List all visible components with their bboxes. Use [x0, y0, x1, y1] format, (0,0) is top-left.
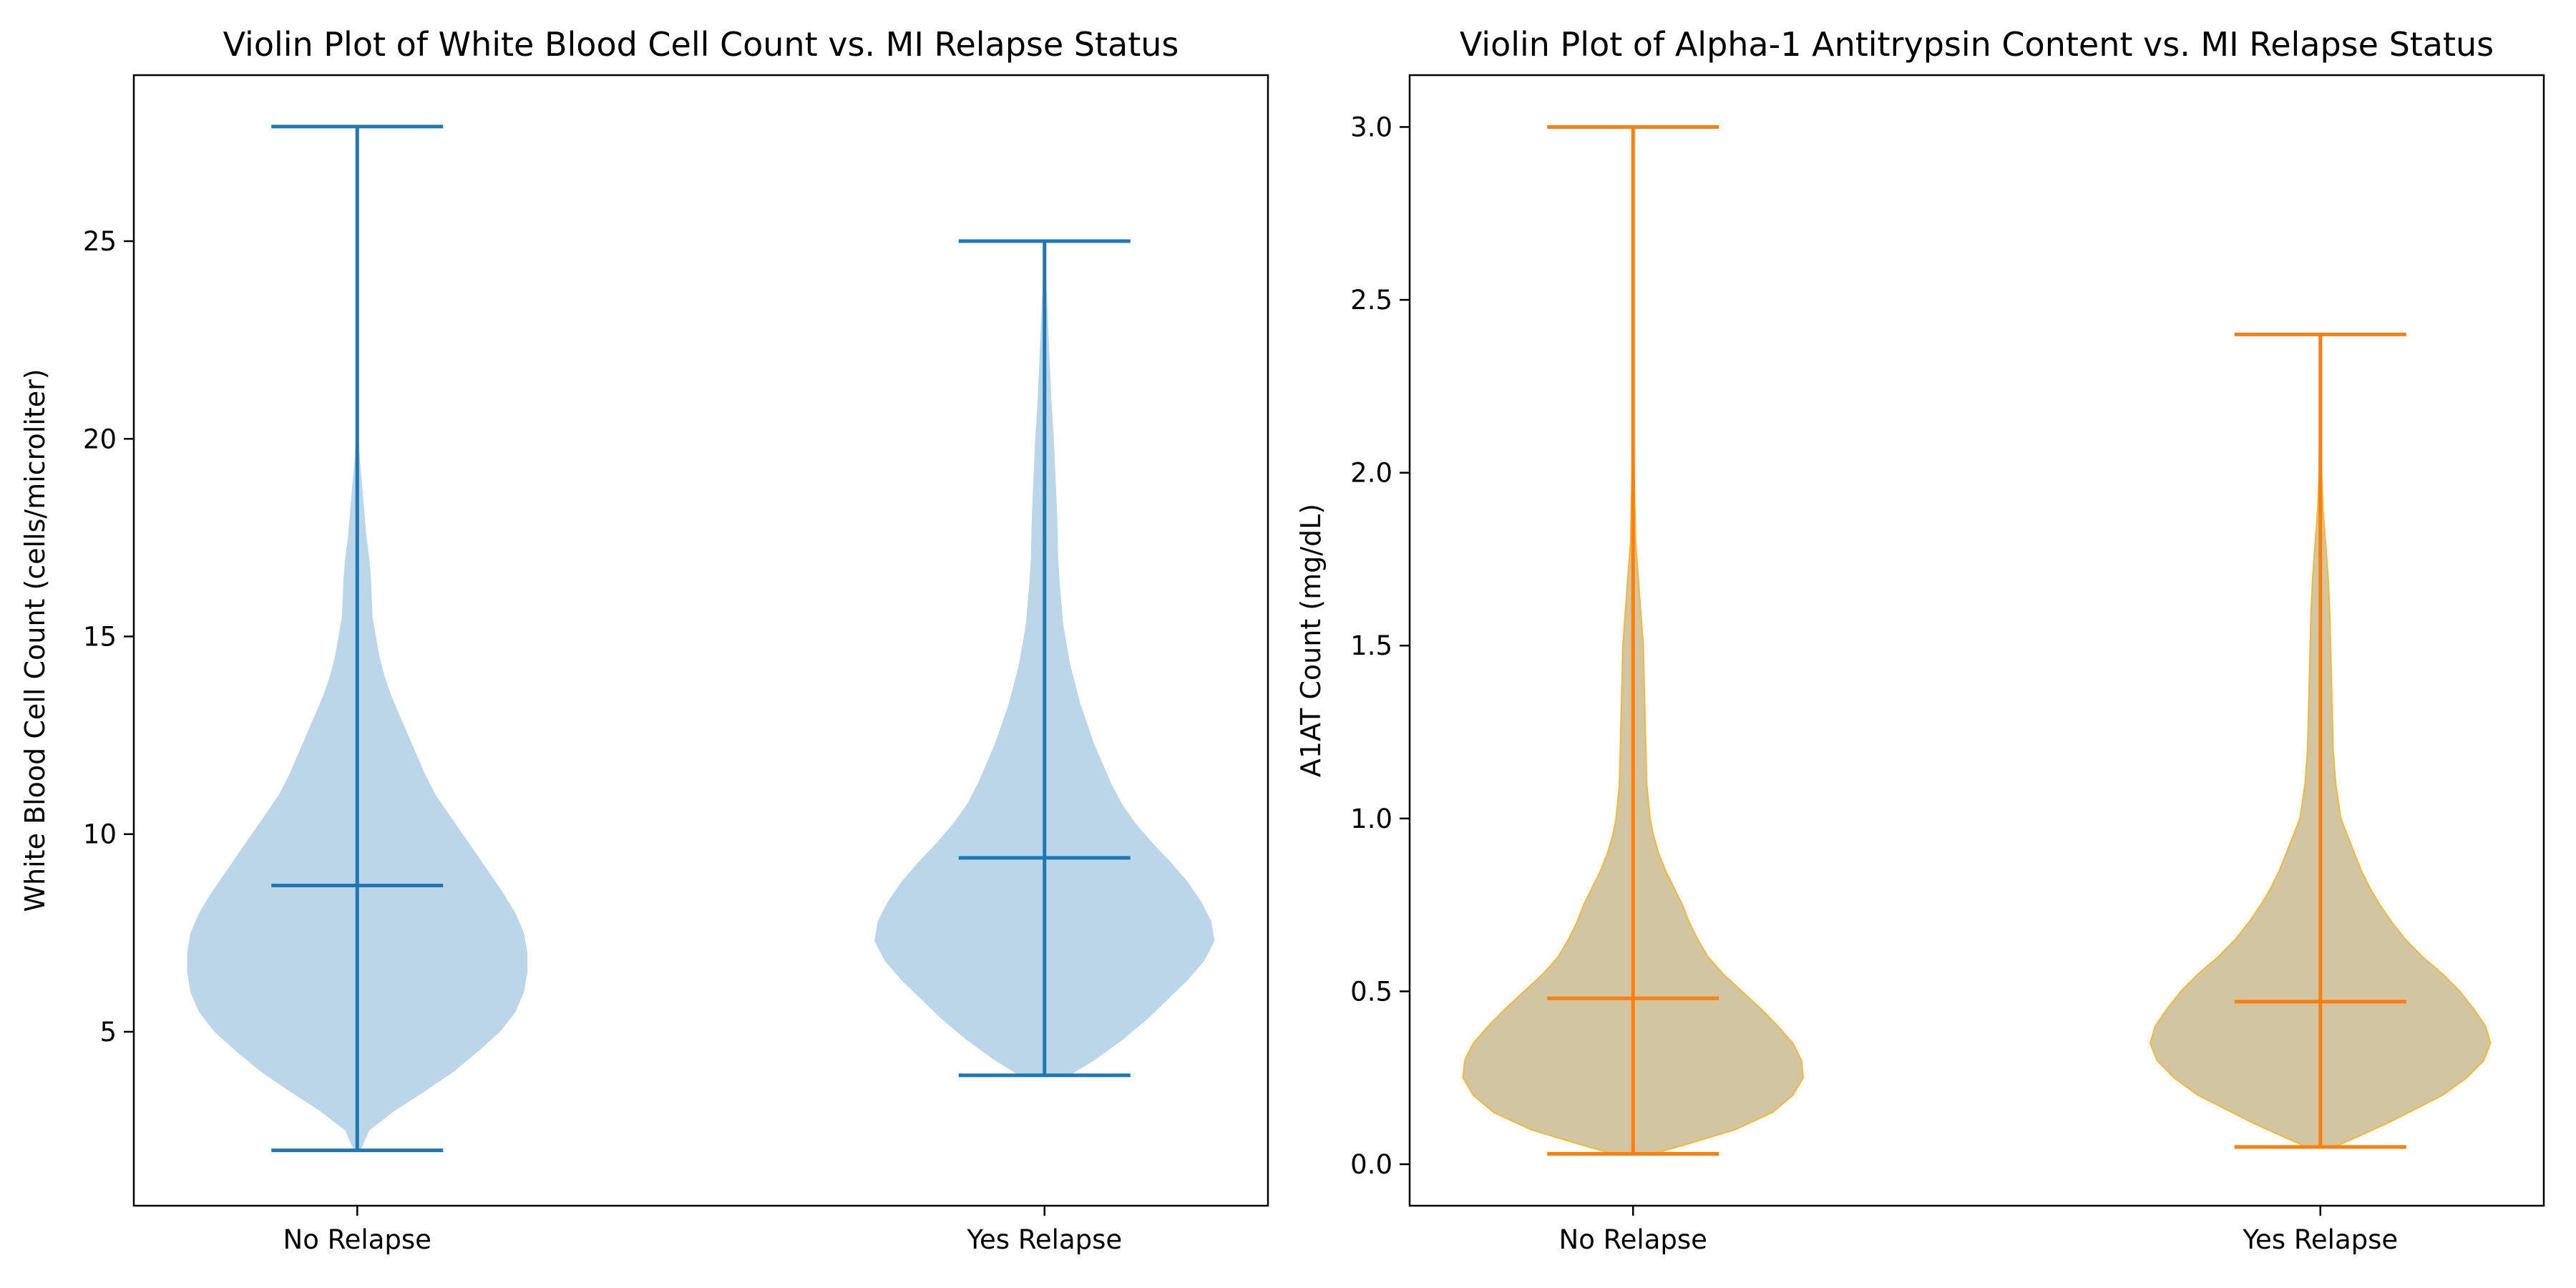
y-tick-label: 1.0	[1350, 804, 1392, 834]
y-tick-label: 2.5	[1350, 285, 1392, 316]
wbc-violin-chart: Violin Plot of White Blood Cell Count vs…	[19, 25, 1269, 1255]
y-tick-label: 10	[83, 819, 117, 850]
y-tick-label: 0.5	[1350, 976, 1392, 1007]
y-tick-label: 25	[83, 226, 117, 257]
x-tick-label: No Relapse	[283, 1224, 431, 1255]
axes-frame	[1408, 74, 2545, 1207]
chart-title: Violin Plot of White Blood Cell Count vs…	[223, 25, 1179, 64]
y-axis-label: A1AT Count (mg/dL)	[1295, 504, 1327, 777]
y-tick-label: 20	[83, 424, 117, 454]
axes-frame	[132, 74, 1269, 1207]
y-tick-label: 15	[83, 621, 117, 652]
x-tick-label: Yes Relapse	[2242, 1224, 2398, 1255]
y-tick-label: 0.0	[1350, 1149, 1392, 1180]
a1at-violin-chart: Violin Plot of Alpha-1 Antitrypsin Conte…	[1295, 25, 2545, 1255]
y-tick-label: 5	[99, 1017, 117, 1048]
chart-title: Violin Plot of Alpha-1 Antitrypsin Conte…	[1460, 25, 2494, 64]
y-tick-label: 2.0	[1350, 458, 1392, 489]
x-tick-label: No Relapse	[1559, 1224, 1707, 1255]
x-tick-label: Yes Relapse	[966, 1224, 1122, 1255]
y-axis-label: White Blood Cell Count (cells/microliter…	[19, 369, 51, 912]
y-tick-label: 1.5	[1350, 630, 1392, 661]
y-tick-label: 3.0	[1350, 112, 1392, 142]
